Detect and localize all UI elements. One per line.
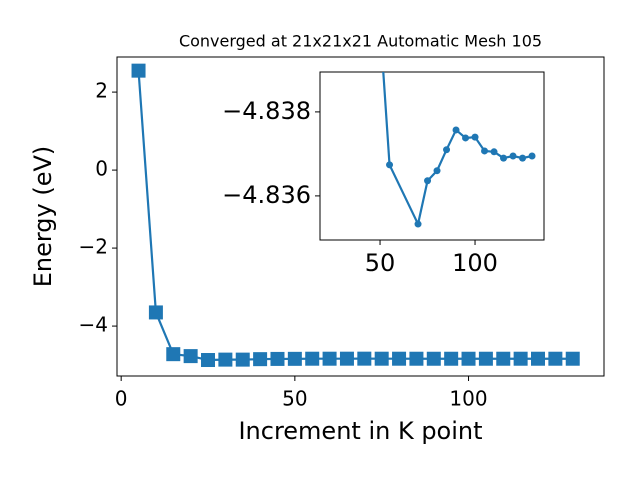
x-tick-label: 100 (452, 249, 498, 277)
marker (500, 154, 508, 162)
marker (481, 147, 489, 155)
marker (166, 347, 181, 362)
marker (509, 152, 517, 160)
marker (235, 352, 250, 367)
marker (377, 20, 384, 27)
x-axis-label: Increment in K point (238, 417, 482, 445)
marker (287, 351, 302, 366)
marker (531, 351, 546, 366)
y-tick-label: −4.836 (222, 181, 311, 209)
plot-clip (377, 20, 536, 228)
marker (519, 154, 527, 162)
marker (565, 351, 580, 366)
chart-title: Converged at 21x21x21 Automatic Mesh 105 (179, 32, 542, 51)
y-tick-label: −4 (79, 313, 108, 337)
marker (392, 351, 407, 366)
x-tick-label: 50 (365, 249, 396, 277)
marker (433, 167, 441, 175)
marker (183, 349, 198, 364)
plot-area (319, 71, 545, 241)
marker (461, 351, 476, 366)
plot-clip (131, 63, 580, 368)
marker (374, 351, 389, 366)
marker (218, 352, 233, 367)
marker (414, 220, 422, 228)
marker (357, 351, 372, 366)
marker (426, 351, 441, 366)
x-tick-label: 0 (115, 387, 128, 411)
marker (131, 63, 146, 78)
marker (443, 146, 451, 154)
marker (513, 351, 528, 366)
y-tick-label: 2 (95, 79, 108, 103)
marker (528, 152, 536, 160)
marker (478, 351, 493, 366)
x-tick-label: 100 (449, 387, 487, 411)
marker (490, 148, 498, 156)
marker (424, 177, 432, 185)
marker (471, 133, 479, 141)
y-tick-label: 0 (95, 157, 108, 181)
y-axis-label: Energy (eV) (29, 146, 57, 288)
marker (148, 305, 163, 320)
marker (452, 126, 460, 134)
marker (322, 351, 337, 366)
marker (444, 351, 459, 366)
marker (548, 351, 563, 366)
y-tick-label: −2 (79, 235, 108, 259)
marker (339, 351, 354, 366)
marker (201, 353, 216, 368)
marker (409, 351, 424, 366)
y-tick-label: −4.838 (222, 97, 311, 125)
marker (253, 352, 268, 367)
marker (462, 134, 470, 142)
marker (270, 351, 285, 366)
marker (496, 351, 511, 366)
marker (305, 351, 320, 366)
x-tick-label: 50 (282, 387, 307, 411)
marker (386, 161, 394, 169)
